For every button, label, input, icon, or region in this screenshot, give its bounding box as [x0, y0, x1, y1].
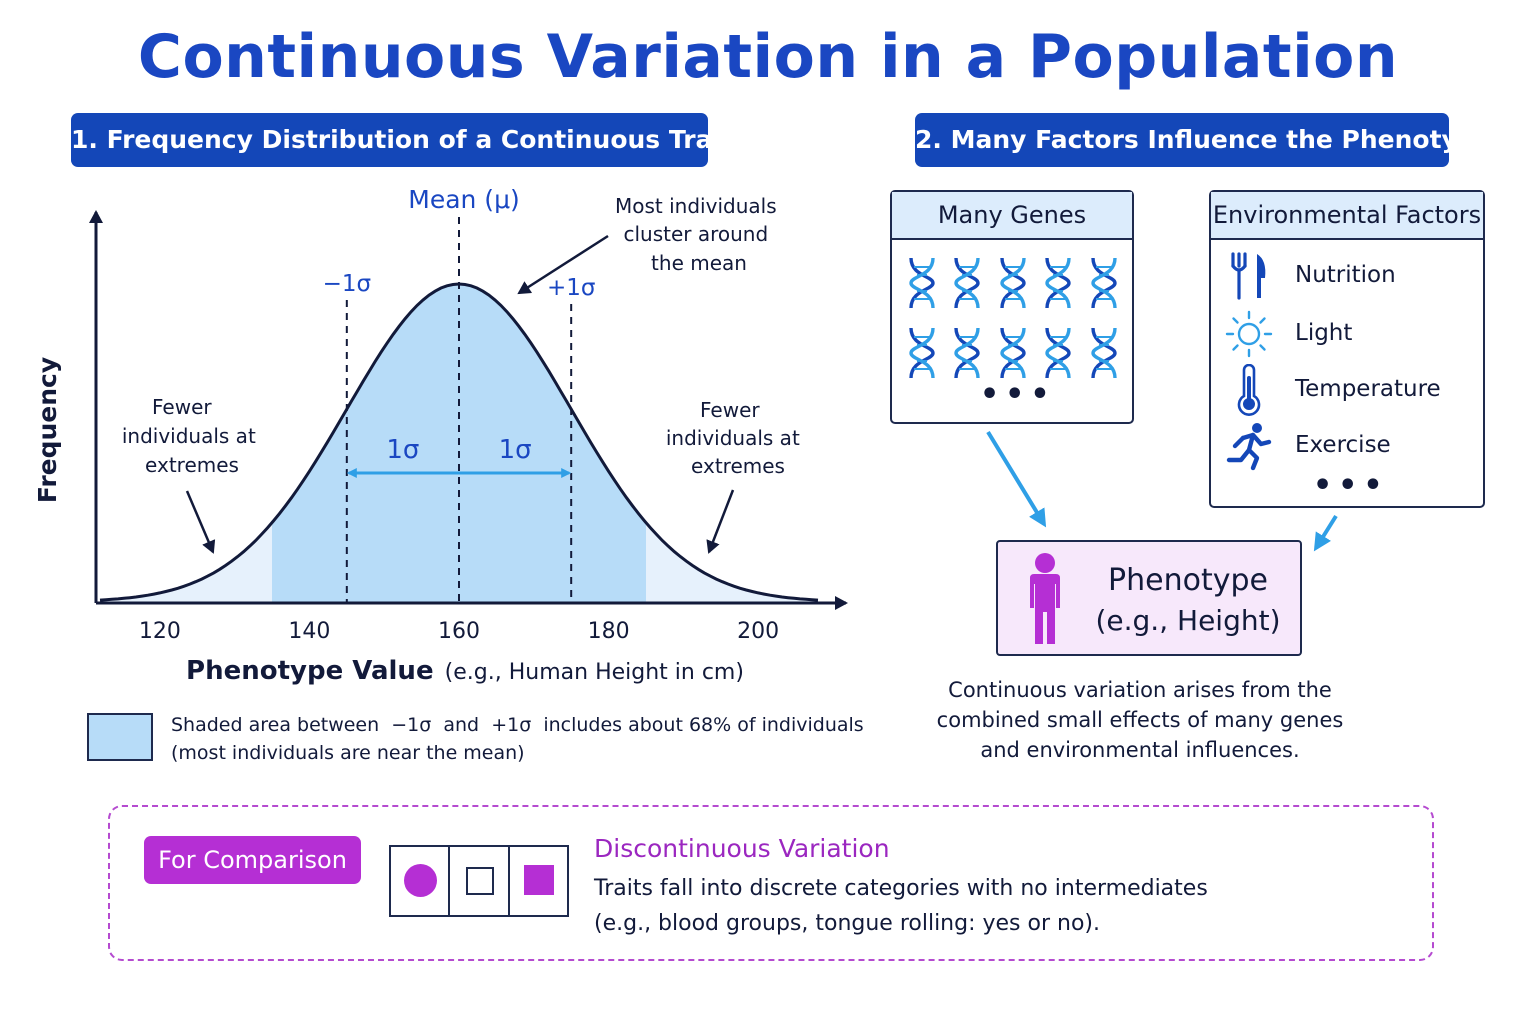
dna-icon-grid	[909, 257, 1117, 379]
phenotype-title: Phenotype	[1108, 563, 1268, 598]
x-tick-label: 200	[737, 619, 779, 644]
x-tick-label: 160	[438, 619, 480, 644]
plus-sigma-label: +1σ	[547, 275, 595, 301]
frequency-distribution-chart: 120 140 160 180 200 Mean (μ) −1σ +1σ 1σ 1σ F…	[33, 185, 848, 686]
environmental-factors-title: Environmental Factors	[1211, 192, 1483, 240]
x-axis-label-main: Phenotype Value	[186, 656, 434, 686]
comparison-frame	[108, 805, 1434, 961]
annotation-right: Fewer individuals at extremes	[666, 398, 806, 478]
dna-icon	[954, 257, 980, 309]
x-tick-label: 120	[139, 619, 181, 644]
person-icon	[1030, 553, 1060, 644]
tail-left-area	[100, 522, 272, 602]
annotation-left-arrow	[185, 490, 216, 554]
legend-line-1: Shaded area between −1σ and +1σ includes…	[171, 714, 864, 736]
sigma-left-label: 1σ	[386, 435, 419, 465]
env-item-label: Light	[1295, 320, 1353, 346]
caption-line: Continuous variation arises from the	[948, 678, 1332, 702]
dna-icon	[1045, 257, 1071, 309]
env-item-label: Exercise	[1295, 432, 1391, 458]
legend-line-2: (most individuals are near the mean)	[171, 742, 525, 764]
tail-right-area	[646, 522, 818, 602]
dna-icon	[1091, 257, 1117, 309]
env-item-nutrition: Nutrition	[1223, 250, 1483, 306]
x-tick-label: 180	[588, 619, 630, 644]
caption-line: combined small effects of many genes	[936, 708, 1344, 732]
environmental-factors-box: Environmental Factors Nutrition	[1209, 190, 1485, 508]
env-item-temperature: Temperature	[1223, 364, 1483, 420]
many-genes-box: Many Genes •••	[890, 190, 1134, 424]
category-cell-circle	[391, 847, 451, 915]
category-cell-filled-square	[510, 847, 567, 915]
sun-icon	[1225, 310, 1273, 358]
genes-more-dots: •••	[980, 377, 1056, 412]
page-title: Continuous Variation in a Population	[137, 22, 1399, 92]
genes-to-phenotype-arrow	[986, 430, 1047, 528]
dna-icon	[909, 257, 935, 309]
dna-icon	[1045, 327, 1071, 379]
discontinuous-line-1: Traits fall into discrete categories wit…	[594, 876, 1208, 901]
dna-icon	[909, 327, 935, 379]
annotation-left: Fewer individuals at extremes	[122, 395, 262, 477]
influence-arrows	[986, 430, 1338, 552]
thermometer-icon	[1237, 364, 1261, 416]
discrete-categories-icon	[389, 845, 569, 917]
minus-sigma-label: −1σ	[323, 271, 371, 297]
env-item-exercise: Exercise	[1223, 420, 1483, 476]
dna-icon	[1000, 257, 1026, 309]
fork-knife-icon	[1231, 252, 1266, 300]
category-cell-square	[450, 847, 510, 915]
y-axis-label: Frequency	[33, 357, 62, 503]
dna-icon	[1000, 327, 1026, 379]
filled-square-icon	[523, 865, 554, 895]
annotation-center: Most individuals cluster around the mean	[615, 194, 783, 275]
env-more-dots: •••	[1313, 468, 1389, 503]
section-2-header: 2. Many Factors Influence the Phenotype	[915, 113, 1493, 167]
phenotype-box: Phenotype (e.g., Height)	[996, 540, 1302, 656]
section-1-header: 1. Frequency Distribution of a Continuou…	[71, 113, 733, 167]
caption-line: and environmental influences.	[980, 738, 1300, 762]
legend-text: Shaded area between −1σ and +1σ includes…	[171, 711, 864, 767]
dna-icon	[1091, 327, 1117, 379]
empty-square-icon	[466, 867, 495, 895]
x-tick-label: 140	[288, 619, 330, 644]
running-person-icon	[1226, 423, 1272, 471]
mean-label: Mean (μ)	[408, 185, 519, 214]
comparison-badge: For Comparison	[144, 836, 361, 884]
environment-to-phenotype-arrow	[1313, 514, 1338, 552]
many-genes-title: Many Genes	[892, 192, 1132, 240]
annotation-center-arrow	[517, 234, 609, 295]
env-item-light: Light	[1223, 308, 1483, 364]
section-2-caption: Continuous variation arises from the com…	[905, 675, 1375, 765]
legend-swatch	[87, 713, 153, 761]
discontinuous-title: Discontinuous Variation	[594, 834, 890, 863]
sigma-right-label: 1σ	[499, 435, 532, 465]
annotation-right-arrow	[706, 489, 735, 554]
discontinuous-description: Traits fall into discrete categories wit…	[594, 871, 1394, 941]
discontinuous-line-2: (e.g., blood groups, tongue rolling: yes…	[594, 911, 1100, 936]
phenotype-subtitle: (e.g., Height)	[1095, 604, 1281, 637]
x-axis-label: Phenotype Value (e.g., Human Height in c…	[186, 656, 744, 686]
env-item-label: Nutrition	[1295, 262, 1396, 288]
dna-icon	[954, 327, 980, 379]
env-item-label: Temperature	[1295, 376, 1441, 402]
filled-circle-icon	[404, 864, 437, 897]
x-axis-label-sub: (e.g., Human Height in cm)	[445, 660, 744, 685]
